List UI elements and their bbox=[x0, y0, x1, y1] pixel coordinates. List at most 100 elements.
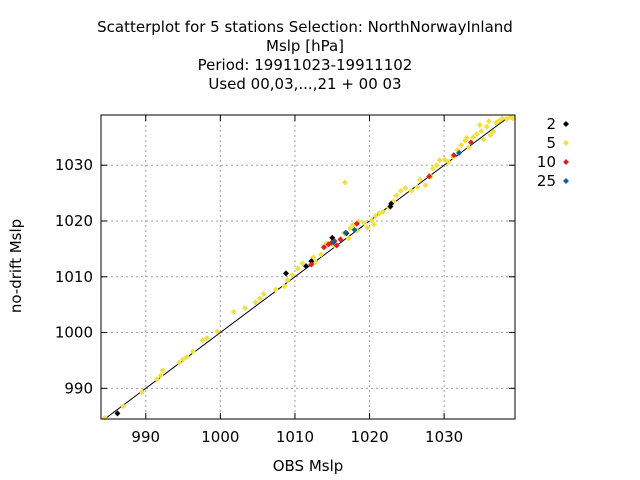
legend-marker-2 bbox=[563, 121, 569, 127]
title-line-2: Mslp [hPa] bbox=[266, 37, 344, 55]
legend-marker-10 bbox=[563, 159, 569, 165]
data-point bbox=[176, 359, 183, 366]
data-point bbox=[272, 286, 279, 293]
data-point bbox=[139, 389, 146, 396]
data-point bbox=[214, 328, 221, 335]
data-point bbox=[364, 224, 371, 231]
data-point bbox=[114, 410, 121, 417]
data-point bbox=[487, 132, 494, 139]
data-point bbox=[341, 179, 348, 186]
data-point bbox=[189, 348, 196, 355]
y-tick-label: 990 bbox=[64, 379, 93, 397]
y-tick-label: 1000 bbox=[55, 324, 93, 342]
series-25 bbox=[330, 149, 463, 246]
data-point bbox=[318, 251, 325, 258]
x-tick-label: 1010 bbox=[276, 428, 314, 446]
data-point bbox=[507, 114, 514, 121]
legend-marker-5 bbox=[563, 140, 569, 146]
title-line-4: Used 00,03,...,21 + 00 03 bbox=[208, 75, 401, 93]
chart-title: Scatterplot for 5 stations Selection: No… bbox=[97, 18, 513, 93]
legend-label-5: 5 bbox=[546, 134, 556, 152]
data-point bbox=[347, 225, 354, 232]
data-point bbox=[429, 165, 436, 172]
legend-label-25: 25 bbox=[537, 172, 556, 190]
data-point bbox=[153, 376, 160, 383]
plot-frame bbox=[100, 114, 516, 420]
data-point bbox=[499, 115, 506, 122]
data-point bbox=[284, 277, 291, 284]
series-10 bbox=[308, 139, 474, 268]
y-tick-label: 1020 bbox=[55, 212, 93, 230]
data-point bbox=[361, 220, 368, 227]
data-point bbox=[371, 221, 378, 228]
data-point bbox=[333, 242, 340, 249]
data-point bbox=[436, 157, 443, 164]
data-points bbox=[101, 114, 516, 421]
legend-marker-25 bbox=[563, 178, 569, 184]
data-point bbox=[422, 182, 429, 189]
series-5 bbox=[101, 114, 516, 421]
data-point bbox=[230, 308, 237, 315]
data-point bbox=[183, 354, 190, 361]
data-point bbox=[288, 272, 295, 279]
data-point bbox=[351, 226, 358, 233]
data-point bbox=[480, 136, 487, 143]
data-point bbox=[281, 283, 288, 290]
data-point bbox=[312, 259, 319, 266]
data-point bbox=[490, 128, 497, 135]
data-point bbox=[260, 291, 267, 298]
data-point bbox=[310, 254, 317, 261]
data-point bbox=[299, 260, 306, 267]
data-point bbox=[470, 134, 477, 141]
data-point bbox=[308, 258, 315, 265]
data-point bbox=[402, 185, 409, 192]
data-point bbox=[433, 162, 440, 169]
data-point bbox=[303, 263, 310, 270]
legend-label-10: 10 bbox=[537, 153, 556, 171]
data-point bbox=[463, 134, 470, 141]
data-point bbox=[256, 295, 263, 302]
x-axis-label: OBS Mslp bbox=[273, 457, 344, 475]
data-point bbox=[337, 236, 344, 243]
data-point bbox=[379, 209, 386, 216]
title-line-3: Period: 19911023-19911102 bbox=[198, 56, 413, 74]
data-point bbox=[408, 187, 415, 194]
data-point bbox=[476, 122, 483, 129]
data-point bbox=[368, 217, 375, 224]
x-tick-label: 990 bbox=[131, 428, 160, 446]
data-point bbox=[485, 118, 492, 125]
data-point bbox=[467, 139, 474, 146]
data-point bbox=[397, 187, 404, 194]
data-point bbox=[426, 173, 433, 180]
data-point bbox=[458, 142, 465, 149]
data-point bbox=[483, 123, 490, 130]
x-tick-label: 1000 bbox=[201, 428, 239, 446]
x-tick-label: 1020 bbox=[350, 428, 388, 446]
data-point bbox=[372, 212, 379, 219]
data-point bbox=[393, 192, 400, 199]
y-tick-label: 1030 bbox=[55, 156, 93, 174]
data-point bbox=[321, 244, 328, 251]
data-point bbox=[342, 229, 349, 236]
data-point bbox=[445, 158, 452, 165]
data-point bbox=[478, 128, 485, 135]
y-axis-label: no-drift Mslp bbox=[7, 219, 25, 313]
data-point bbox=[456, 149, 463, 156]
grid bbox=[101, 115, 515, 419]
y-tick-labels: 990 1000 1010 1020 1030 bbox=[55, 156, 93, 397]
title-line-1: Scatterplot for 5 stations Selection: No… bbox=[97, 18, 513, 36]
data-point bbox=[473, 130, 480, 137]
data-point bbox=[101, 414, 108, 421]
data-point bbox=[294, 265, 301, 272]
data-point bbox=[353, 220, 360, 227]
data-point bbox=[388, 200, 395, 207]
data-point bbox=[417, 176, 424, 183]
data-point bbox=[120, 403, 127, 410]
data-point bbox=[414, 183, 421, 190]
x-tick-label: 1030 bbox=[425, 428, 463, 446]
x-tick-labels: 990 1000 1010 1020 1030 bbox=[131, 428, 463, 446]
axis-ticks bbox=[101, 115, 515, 419]
data-point bbox=[157, 372, 164, 379]
